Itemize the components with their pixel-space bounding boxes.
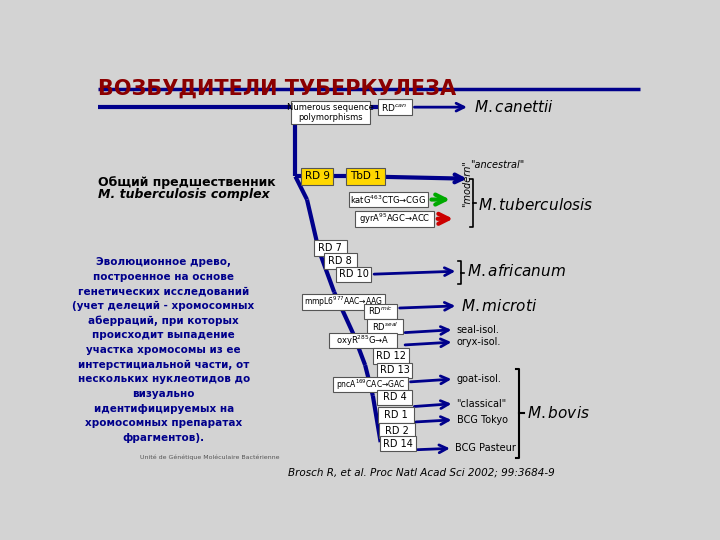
Text: $\bf\it{M. canettii}$: $\bf\it{M. canettii}$	[474, 99, 554, 115]
Text: Brosch R, et al. Proc Natl Acad Sci 2002; 99:3684-9: Brosch R, et al. Proc Natl Acad Sci 2002…	[287, 468, 554, 478]
Text: участка хромосомы из ее: участка хромосомы из ее	[86, 345, 241, 355]
Text: фрагментов).: фрагментов).	[122, 433, 204, 443]
Text: goat-isol.: goat-isol.	[456, 374, 501, 384]
Text: BCG Pasteur: BCG Pasteur	[455, 443, 516, 453]
Text: идентифицируемых на: идентифицируемых на	[94, 403, 234, 414]
Text: "classical": "classical"	[456, 399, 507, 409]
Text: RD$^{can}$: RD$^{can}$	[382, 102, 408, 113]
Text: oxyR$^{285}$G→A: oxyR$^{285}$G→A	[336, 333, 390, 348]
FancyBboxPatch shape	[373, 348, 408, 363]
Text: TbD 1: TbD 1	[350, 172, 380, 181]
Text: RD 9: RD 9	[305, 172, 330, 181]
FancyBboxPatch shape	[302, 294, 385, 309]
FancyBboxPatch shape	[301, 168, 333, 185]
Text: ВОЗБУДИТЕЛИ ТУБЕРКУЛЕЗА: ВОЗБУДИТЕЛИ ТУБЕРКУЛЕЗА	[98, 79, 456, 99]
FancyBboxPatch shape	[349, 192, 428, 207]
FancyBboxPatch shape	[346, 168, 384, 185]
Text: хромосомных препаратах: хромосомных препаратах	[85, 418, 242, 428]
FancyBboxPatch shape	[377, 99, 412, 115]
Text: визуально: визуально	[132, 389, 195, 399]
Text: аберраций, при которых: аберраций, при которых	[89, 316, 239, 326]
FancyBboxPatch shape	[364, 304, 397, 319]
Text: katG$^{463}$CTG→CGG: katG$^{463}$CTG→CGG	[351, 193, 426, 206]
Text: Эволюционное древо,: Эволюционное древо,	[96, 257, 231, 267]
Text: RD 13: RD 13	[379, 366, 410, 375]
Text: oryx-isol.: oryx-isol.	[456, 337, 501, 347]
Text: происходит выпадение: происходит выпадение	[92, 330, 235, 340]
Text: $\bf\it{M. bovis}$: $\bf\it{M. bovis}$	[527, 405, 590, 421]
FancyBboxPatch shape	[324, 253, 356, 269]
Text: Общий предшественник: Общий предшественник	[98, 177, 275, 190]
Text: seal-isol.: seal-isol.	[456, 325, 500, 335]
Text: (учет делеций - хромосомных: (учет делеций - хромосомных	[73, 301, 255, 311]
Text: gyrA$^{95}$AGC→ACC: gyrA$^{95}$AGC→ACC	[359, 212, 431, 226]
FancyBboxPatch shape	[379, 423, 415, 438]
FancyBboxPatch shape	[378, 408, 414, 423]
FancyBboxPatch shape	[367, 319, 403, 334]
Text: RD$^{mic}$: RD$^{mic}$	[368, 305, 393, 318]
FancyBboxPatch shape	[329, 333, 397, 348]
FancyBboxPatch shape	[314, 240, 346, 256]
Text: mmpL6$^{977}$AAC→AAG: mmpL6$^{977}$AAC→AAG	[304, 295, 383, 309]
FancyBboxPatch shape	[377, 363, 413, 378]
Text: $\bf\it{M. microti}$: $\bf\it{M. microti}$	[462, 298, 537, 314]
Text: "ancestral": "ancestral"	[469, 160, 524, 170]
FancyBboxPatch shape	[355, 211, 434, 226]
Text: RD$^{seal}$: RD$^{seal}$	[372, 320, 398, 333]
Text: RD 7: RD 7	[318, 243, 342, 253]
Text: pncA$^{169}$CAC→GAC: pncA$^{169}$CAC→GAC	[336, 377, 405, 392]
Text: Numerous sequence
polymorphisms: Numerous sequence polymorphisms	[287, 103, 374, 122]
Text: $\bf\it{M. africanum}$: $\bf\it{M. africanum}$	[467, 263, 567, 279]
FancyBboxPatch shape	[377, 390, 413, 405]
Text: RD 14: RD 14	[383, 438, 413, 449]
FancyBboxPatch shape	[380, 436, 415, 451]
Text: RD 10: RD 10	[338, 269, 369, 279]
Text: RD 12: RD 12	[376, 351, 405, 361]
Text: RD 8: RD 8	[328, 256, 352, 266]
Text: Unité de Génétique Moléculaire Bactérienne: Unité de Génétique Moléculaire Bactérien…	[140, 455, 280, 460]
Text: RD 2: RD 2	[385, 426, 409, 436]
FancyBboxPatch shape	[336, 267, 372, 282]
FancyBboxPatch shape	[291, 101, 370, 124]
Text: генетических исследований: генетических исследований	[78, 287, 249, 296]
FancyBboxPatch shape	[333, 377, 408, 392]
Text: RD 4: RD 4	[383, 393, 407, 402]
Text: BCG Tokyo: BCG Tokyo	[456, 415, 508, 425]
Text: построенное на основе: построенное на основе	[93, 272, 234, 282]
Text: нескольких нуклеотидов до: нескольких нуклеотидов до	[78, 374, 250, 384]
Text: интерстициальной части, от: интерстициальной части, от	[78, 360, 249, 370]
Text: M. tuberculosis complex: M. tuberculosis complex	[98, 188, 269, 201]
Text: RD 1: RD 1	[384, 410, 408, 420]
Text: "modern": "modern"	[462, 160, 472, 207]
Text: $\bf\it{M. tuberculosis}$: $\bf\it{M. tuberculosis}$	[477, 197, 593, 213]
